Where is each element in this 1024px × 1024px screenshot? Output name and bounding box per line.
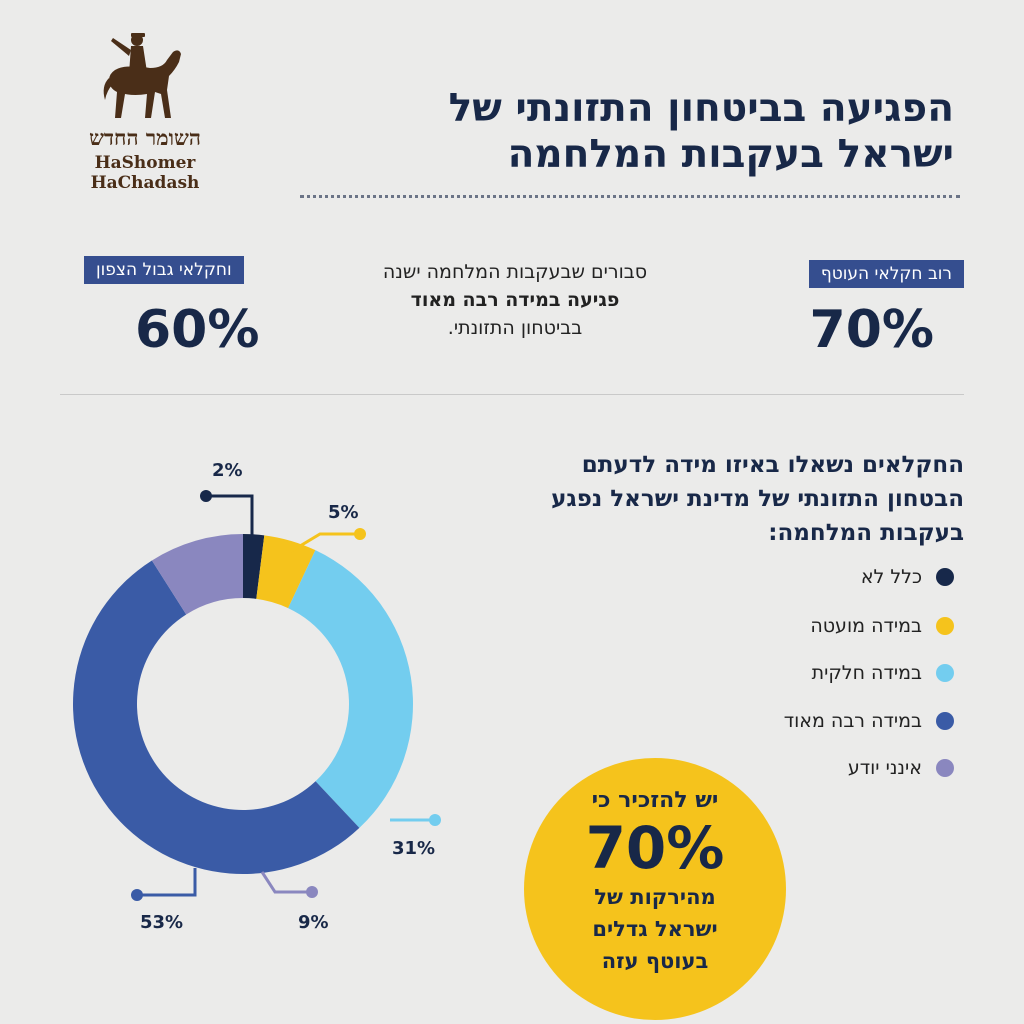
section-divider	[60, 394, 964, 395]
stat-description-line-1: סבורים שבעקבות המלחמה ישנה	[382, 261, 648, 283]
callout-circle: יש להזכיר כי 70% מהירקות של ישראל גדלים …	[524, 758, 786, 1020]
title-divider	[300, 195, 960, 198]
stat-left-label: וחקלאי גבול הצפון	[84, 256, 244, 284]
callout-value: 70%	[585, 814, 725, 882]
question-line-3: בעקבות המלחמה:	[768, 520, 964, 546]
question-line-1: החקלאים נשאלו באיזו מידה לדעתם	[581, 452, 964, 478]
leader-line	[206, 494, 254, 536]
legend-item: במידה רבה מאוד	[784, 710, 954, 732]
legend-item: כלל לא	[861, 566, 954, 588]
title-line-1: הפגיעה בביטחון התזונתי של	[448, 86, 954, 131]
donut-slice	[151, 534, 243, 615]
stat-description-line-2: פגיעה במידה רבה מאוד	[410, 289, 620, 311]
donut-slice	[73, 560, 360, 874]
brand-name-hebrew: השומר החדש	[89, 125, 201, 150]
callout-line-3: ישראל גדלים	[592, 917, 718, 941]
stat-description: סבורים שבעקבות המלחמה ישנה פגיעה במידה ר…	[350, 258, 680, 342]
legend-label: אינני יודע	[847, 757, 922, 779]
donut-slice	[288, 550, 413, 828]
leader-dot	[354, 528, 366, 540]
question-line-2: הבטחון התזונתי של מדינת ישראל נפגע	[551, 486, 964, 512]
stat-description-line-3: בביטחון התזונתי.	[447, 317, 583, 339]
leader-line	[260, 871, 312, 894]
donut-slice	[243, 534, 265, 599]
donut-slice	[256, 535, 316, 609]
legend-label: במידה חלקית	[811, 662, 922, 684]
page-title: הפגיעה בביטחון התזונתי של ישראל בעקבות ה…	[264, 86, 954, 178]
data-label: 53%	[140, 912, 183, 933]
legend-label: כלל לא	[860, 566, 922, 588]
callout-line-2: מהירקות של	[594, 885, 716, 909]
legend-label: במידה מועטה	[810, 615, 922, 637]
brand-name-english: HaShomer HaChadash	[90, 153, 200, 193]
leader-line	[137, 868, 197, 897]
callout-line-1: יש להזכיר כי	[591, 788, 719, 813]
legend-swatch	[936, 617, 954, 635]
legend-item: במידה מועטה	[810, 615, 954, 637]
legend-swatch	[936, 759, 954, 777]
title-line-2: ישראל בעקבות המלחמה	[507, 132, 954, 177]
brand-logo: השומר החדש HaShomer HaChadash	[40, 25, 250, 193]
stat-left-value: 60%	[135, 300, 260, 360]
chart-question: החקלאים נשאלו באיזו מידה לדעתם הבטחון הת…	[494, 448, 964, 550]
stat-right-value: 70%	[809, 300, 934, 360]
data-label: 2%	[212, 460, 243, 481]
leader-dot	[200, 490, 212, 502]
legend-swatch	[936, 664, 954, 682]
leader-dot	[429, 814, 441, 826]
data-label: 5%	[328, 502, 359, 523]
legend-label: במידה רבה מאוד	[783, 710, 922, 732]
legend-swatch	[936, 568, 954, 586]
leader-dot	[131, 889, 143, 901]
legend-item: אינני יודע	[848, 757, 954, 779]
donut-chart: 2% 5% 31% 53% 9%	[73, 460, 441, 933]
leader-line	[289, 532, 360, 554]
stat-right-label: רוב חקלאי העוטף	[808, 260, 964, 288]
data-label: 31%	[392, 838, 435, 859]
legend-swatch	[936, 712, 954, 730]
callout-line-4: בעוטף עזה	[601, 949, 709, 973]
legend-item: במידה חלקית	[812, 662, 954, 684]
data-label: 9%	[298, 912, 329, 933]
horse-rider-icon	[103, 33, 181, 118]
leader-dot	[306, 886, 318, 898]
